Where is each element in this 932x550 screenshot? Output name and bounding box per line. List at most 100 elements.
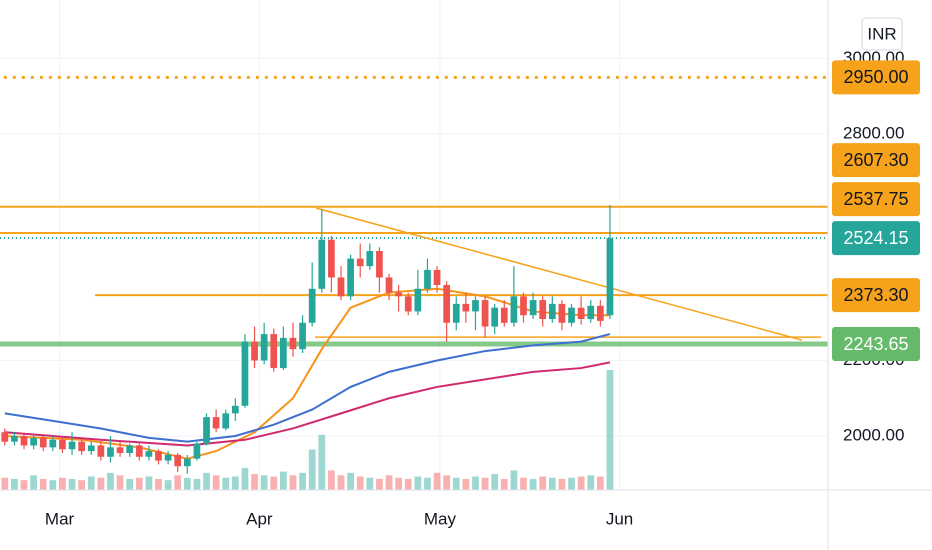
volume-bar [587,475,595,490]
volume-bar [366,477,374,490]
volume-bar [155,478,162,490]
volume-bar [472,476,479,490]
candle-body [356,258,364,267]
candle-body [270,334,278,369]
volume-bar [443,475,451,490]
moving-average [4,361,611,447]
candle-body [491,307,499,327]
candle-body [577,307,585,319]
candle-body [107,447,114,457]
volume-bar [568,477,575,490]
volume-bar [548,477,556,490]
candle-body [539,300,547,319]
volume-bar [231,476,239,490]
volume-bar [356,476,364,490]
volume-bar [529,478,537,490]
volume-bar [30,475,37,490]
candle-body [78,441,86,452]
volume-bar [126,478,134,490]
volume-bar [289,475,297,490]
candle-body [97,445,105,457]
volume-bar [241,467,249,490]
grid [0,0,828,490]
moving-average [4,333,611,443]
volume-bar [539,476,547,490]
candle-body [241,341,249,406]
volume-bar [68,478,76,490]
price-label: 2373.30 [843,285,908,305]
candle-body [366,251,374,267]
price-label: 2607.30 [843,150,908,170]
volume-bar [500,478,508,490]
volume-bar [491,474,499,490]
volume-bar [135,477,143,490]
price-label-bg [832,182,920,217]
candle-body [424,269,431,289]
volume-bar [270,476,278,490]
candle-body [318,239,326,289]
volume-bar [39,478,47,490]
candle-body [39,437,47,448]
volume-bar [49,480,57,490]
candle-body [49,439,57,448]
candle-body [1,432,9,442]
volume-bar [577,476,585,490]
volume-bar [212,475,220,490]
candle-body [376,251,383,278]
candle-body [337,277,345,297]
candle-body [30,437,37,446]
price-label: 2243.65 [843,334,908,354]
volume-bar [299,472,306,490]
currency-label[interactable]: INR [867,24,896,43]
price-label-bg [832,278,920,313]
candle-body [433,269,441,286]
trend-line [315,207,803,341]
candle-body [203,417,210,444]
volume-bar [97,477,105,490]
volume-bar [260,475,268,490]
volume-bar [414,476,422,490]
volume-bar [164,480,172,490]
candle-body [174,454,182,467]
candle-body [135,445,143,457]
x-tick-label: May [424,509,457,528]
y-tick-label: 2800.00 [843,123,904,142]
candle-body [289,337,297,350]
x-tick-label: Jun [606,509,633,528]
candle-body [520,296,527,316]
candle-body [231,405,239,414]
volume-bar [20,480,28,490]
volume-bar [462,478,470,490]
price-label: 2950.00 [843,67,908,87]
volume-bar [1,477,9,490]
volume-bar [481,477,489,490]
volume-bar [328,470,335,490]
price-label: 2524.15 [843,228,908,248]
volume-bar [183,477,191,490]
candle-body [500,307,508,323]
volume-bar [59,477,66,490]
currency-box[interactable] [861,17,903,51]
candle-body [260,334,268,361]
candle-body [606,238,614,316]
volume-bar [318,434,326,490]
candle-body [164,454,172,461]
volume-bar [404,478,412,490]
volume-bar [107,472,114,490]
price-label-bg [832,60,920,95]
price-label-bg [832,327,920,362]
candle-body [280,337,287,369]
price-label-bg [832,143,920,178]
volume-bar [606,369,614,490]
volume-bar [337,475,345,490]
candle-body [59,439,66,450]
candle-body [510,296,518,323]
candle-body [299,322,306,350]
candle-body [414,288,422,312]
currency-badge[interactable]: INR [861,17,903,51]
candle-body [328,239,335,278]
candle-body [529,300,537,316]
volume-bar [11,478,18,490]
candle-body [145,451,153,457]
candle-body [116,447,124,454]
